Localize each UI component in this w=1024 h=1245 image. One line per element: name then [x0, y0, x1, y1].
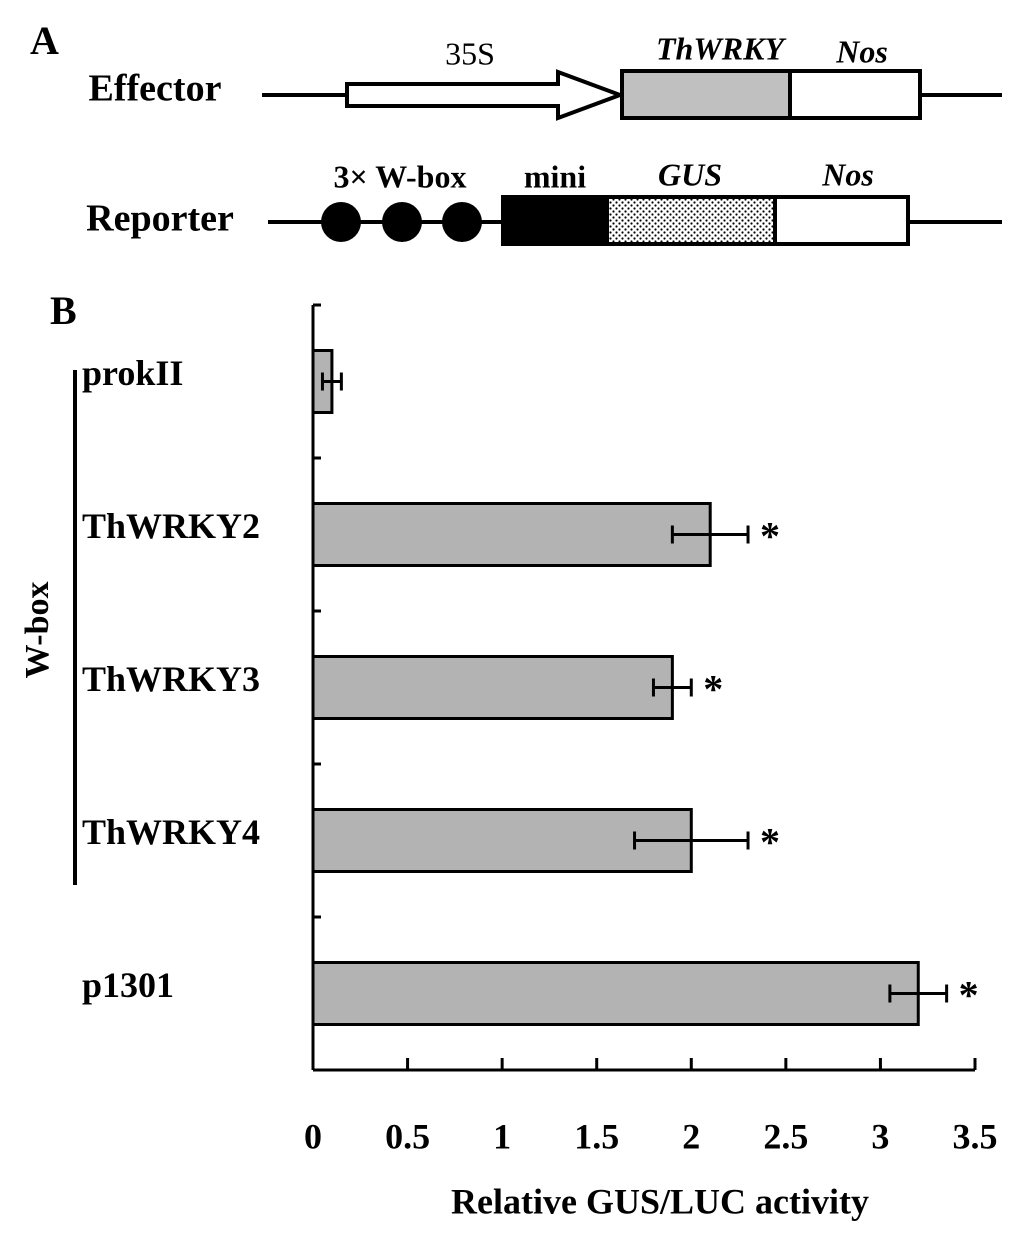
significance-mark: * — [959, 973, 979, 1018]
x-tick-label: 0 — [304, 1116, 322, 1156]
significance-mark: * — [703, 667, 723, 712]
promoter-label: 35S — [445, 35, 495, 71]
bar — [311, 502, 712, 567]
y-tick-label: ThWRKY3 — [82, 659, 260, 699]
bar — [311, 655, 674, 720]
gene-label: ThWRKY — [656, 30, 786, 66]
construct-name: Effector — [89, 68, 222, 110]
panel-a: A Effector 35S ThWRKY Nos Reporter 3× W-… — [30, 18, 1002, 246]
y-tick-label: p1301 — [82, 965, 174, 1005]
element-label: 3× W-box — [334, 158, 467, 194]
x-tick-label: 0.5 — [385, 1116, 430, 1156]
promoter-label: mini — [524, 158, 586, 194]
significance-mark: * — [760, 514, 780, 559]
bar — [311, 808, 693, 873]
group-label: W-box — [19, 582, 56, 679]
gene-box — [620, 69, 792, 120]
terminator-label: Nos — [821, 156, 874, 192]
x-axis-label: Relative GUS/LUC activity — [451, 1181, 869, 1221]
x-tick-label: 3.5 — [953, 1116, 998, 1156]
bar — [311, 961, 920, 1026]
y-tick-label: prokII — [82, 353, 183, 393]
terminator-label: Nos — [835, 33, 888, 69]
gene-box — [605, 195, 777, 246]
y-tick-label: ThWRKY2 — [82, 506, 260, 546]
w-box — [321, 202, 361, 242]
w-box — [442, 202, 482, 242]
panel-label: A — [30, 18, 59, 63]
gene-label: GUS — [658, 156, 722, 192]
terminator-box — [773, 195, 910, 246]
panel-b: B Relative GUS/LUC activity W-box 0 0.5 1 1… — [19, 288, 998, 1221]
terminator-box — [788, 69, 922, 120]
promoter-arrow — [345, 69, 626, 121]
w-box — [382, 202, 422, 242]
x-tick-label: 1.5 — [574, 1116, 619, 1156]
panel-label: B — [50, 288, 77, 333]
promoter-box — [501, 195, 609, 246]
x-tick-label: 3 — [871, 1116, 889, 1156]
y-tick-label: ThWRKY4 — [82, 812, 260, 852]
x-tick-label: 2.5 — [763, 1116, 808, 1156]
x-tick-label: 1 — [493, 1116, 511, 1156]
significance-mark: * — [760, 820, 780, 865]
x-tick-label: 2 — [682, 1116, 700, 1156]
construct-name: Reporter — [86, 198, 234, 240]
